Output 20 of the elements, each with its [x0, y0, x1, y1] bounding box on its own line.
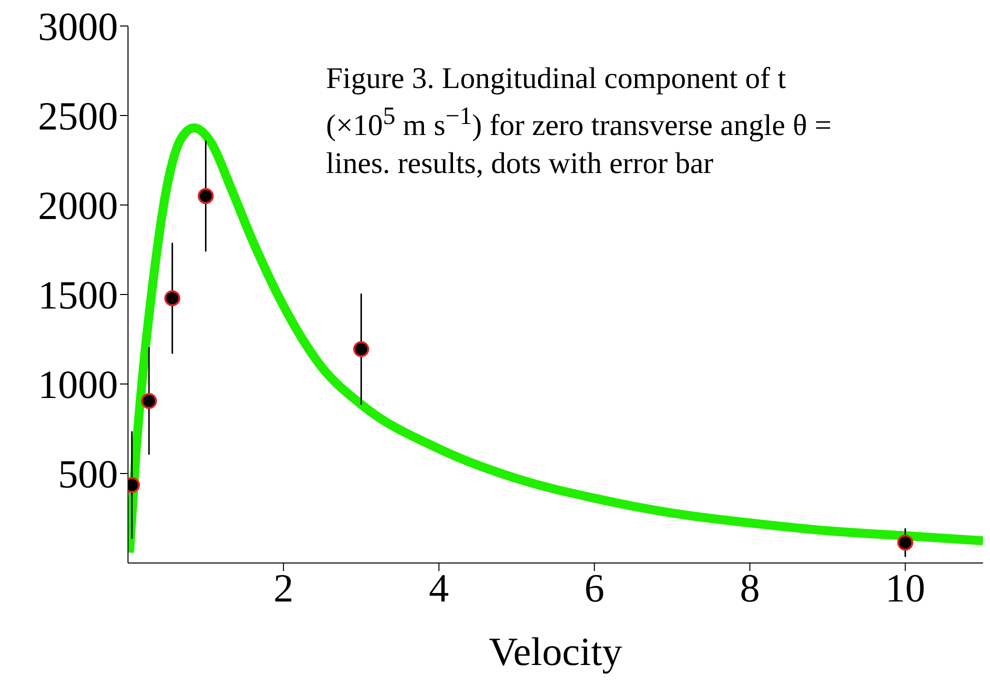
y-tick-label: 2500: [38, 94, 118, 139]
annotation: lines. results, dots with error bar: [326, 146, 714, 182]
x-axis-title: Velocity: [488, 629, 622, 674]
point: [140, 393, 157, 410]
x-tick-label: 2: [273, 565, 294, 610]
y-tick-label: 500: [58, 452, 118, 497]
y-tick-label: 3000: [38, 4, 118, 50]
x-tick-label: 10: [885, 565, 926, 610]
y-tick-label: 1500: [38, 272, 118, 318]
point: [353, 341, 370, 358]
y-tick-label: 2000: [38, 183, 118, 228]
annotation: Figure 3. Longitudinal component of t: [326, 61, 787, 97]
x-tick-label: 6: [584, 565, 604, 610]
point: [164, 290, 180, 306]
x-tick-label: 4: [428, 565, 449, 610]
point: [198, 188, 214, 204]
y-tick-label: 1000: [38, 362, 118, 408]
point: [897, 534, 914, 551]
annotation: (×10$^{5}$ m s$^{−1}$) for zero transverse angle θ =: [326, 102, 832, 144]
x-tick-label: 8: [740, 565, 760, 610]
